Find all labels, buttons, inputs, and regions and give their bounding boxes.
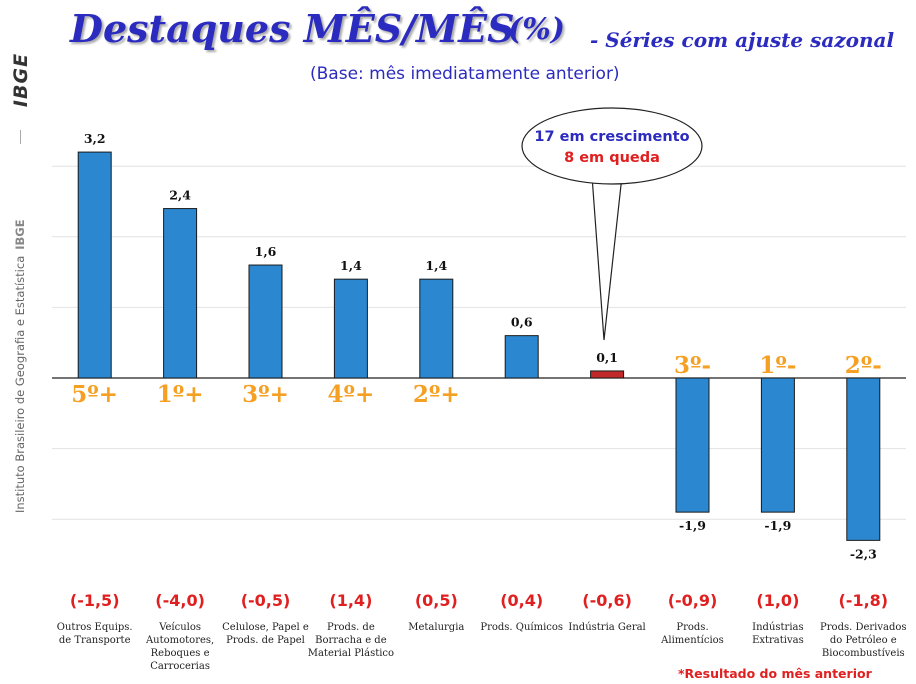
category-label: Metalurgia	[408, 622, 464, 633]
value-label: 3,2	[84, 131, 106, 146]
value-label: -1,9	[679, 518, 706, 533]
bar	[504, 335, 539, 379]
category-line: Biocombustíveis	[822, 648, 905, 659]
previous-month-label: (-0,6)	[582, 591, 632, 610]
category-line: Prods. de	[327, 622, 375, 633]
value-label: 1,6	[255, 244, 277, 259]
rank-label: 5º+	[71, 381, 118, 408]
category-label: Outros Equips. de Transporte	[57, 622, 133, 646]
previous-month-label: (-0,5)	[241, 591, 291, 610]
title-unit: (%)	[508, 12, 565, 47]
category-line: Veículos	[158, 622, 201, 633]
previous-month-label: (-4,0)	[155, 591, 205, 610]
category-label: Veículos Automotores, Reboques e Carroceria…	[145, 622, 214, 672]
bars	[77, 151, 881, 541]
value-label: -2,3	[850, 546, 877, 561]
value-label: -1,9	[764, 518, 791, 533]
bar	[675, 377, 710, 513]
category-label: Celulose, Papel e Prods. de Papel	[222, 622, 309, 646]
sidebar-divider	[20, 130, 21, 144]
bar	[333, 278, 368, 379]
callout-falling: 8 em queda	[564, 150, 660, 166]
rank-label: 3º-	[674, 352, 711, 379]
page-subtitle: (Base: mês imediatamente anterior)	[310, 64, 620, 84]
category-line: Automotores,	[145, 635, 214, 646]
previous-month-label: (-1,8)	[838, 591, 888, 610]
value-label: 2,4	[169, 188, 191, 203]
category-line: Prods. de Papel	[226, 635, 305, 646]
value-label: 0,1	[596, 350, 618, 365]
bar	[248, 264, 283, 379]
rank-label: 1º-	[759, 352, 796, 379]
category-line: Borracha e de	[315, 635, 387, 646]
value-label: 1,4	[340, 258, 362, 273]
callout-shape	[591, 175, 623, 341]
category-line: Material Plástico	[308, 648, 394, 659]
callout-bubble: 17 em crescimento 8 em queda	[521, 107, 703, 341]
bar	[760, 377, 795, 513]
category-line: Prods. Derivados	[820, 622, 907, 633]
previous-month-label: (0,4)	[500, 591, 543, 610]
labels: 3,2 5º+ (-1,5) Outros Equips. de Transporte 2…	[57, 131, 907, 672]
category-label: Prods. Alimentícios	[660, 622, 724, 646]
rank-label: 2º+	[413, 381, 460, 408]
category-line: Prods.	[676, 622, 708, 633]
previous-month-label: (1,0)	[756, 591, 799, 610]
category-line: Carrocerias	[150, 661, 210, 672]
rank-label: 1º+	[157, 381, 204, 408]
bar	[590, 370, 625, 379]
category-line: do Petróleo e	[830, 635, 897, 646]
category-line: Extrativas	[752, 635, 804, 646]
callout-ellipse	[521, 107, 703, 185]
rank-label: 4º+	[328, 381, 375, 408]
page-title: Destaques MÊS/MÊS	[70, 6, 515, 51]
category-line: Reboques e	[151, 648, 210, 659]
previous-month-label: (-1,5)	[70, 591, 120, 610]
bar	[846, 377, 881, 541]
category-line: Outros Equips.	[57, 622, 133, 633]
previous-month-label: (-0,9)	[668, 591, 718, 610]
category-line: Indústria Geral	[568, 622, 645, 633]
title-suffix: - Séries com ajuste sazonal	[590, 28, 895, 52]
bar	[419, 278, 454, 379]
rank-label: 3º+	[242, 381, 289, 408]
value-label: 1,4	[425, 258, 447, 273]
bar	[77, 151, 112, 379]
callout-growing: 17 em crescimento	[534, 129, 689, 145]
category-label: Prods. de Borracha e de Material Plástico	[308, 622, 394, 659]
previous-month-label: (1,4)	[329, 591, 372, 610]
category-line: Alimentícios	[660, 635, 724, 646]
category-line: Metalurgia	[408, 622, 464, 633]
previous-month-label: (0,5)	[415, 591, 458, 610]
category-label: Prods. Derivados do Petróleo e Biocombustí…	[820, 622, 907, 659]
bar	[163, 208, 198, 379]
category-label: Prods. Químicos	[480, 622, 563, 633]
footnote: *Resultado do mês anterior	[678, 666, 872, 681]
rank-label: 2º-	[845, 352, 882, 379]
category-line: Indústrias	[752, 622, 803, 633]
category-line: Celulose, Papel e	[222, 622, 309, 633]
category-label: Indústria Geral	[568, 622, 645, 633]
category-line: Prods. Químicos	[480, 622, 563, 633]
category-line: de Transporte	[59, 635, 131, 646]
category-label: Indústrias Extrativas	[752, 622, 804, 646]
value-label: 0,6	[511, 315, 533, 330]
